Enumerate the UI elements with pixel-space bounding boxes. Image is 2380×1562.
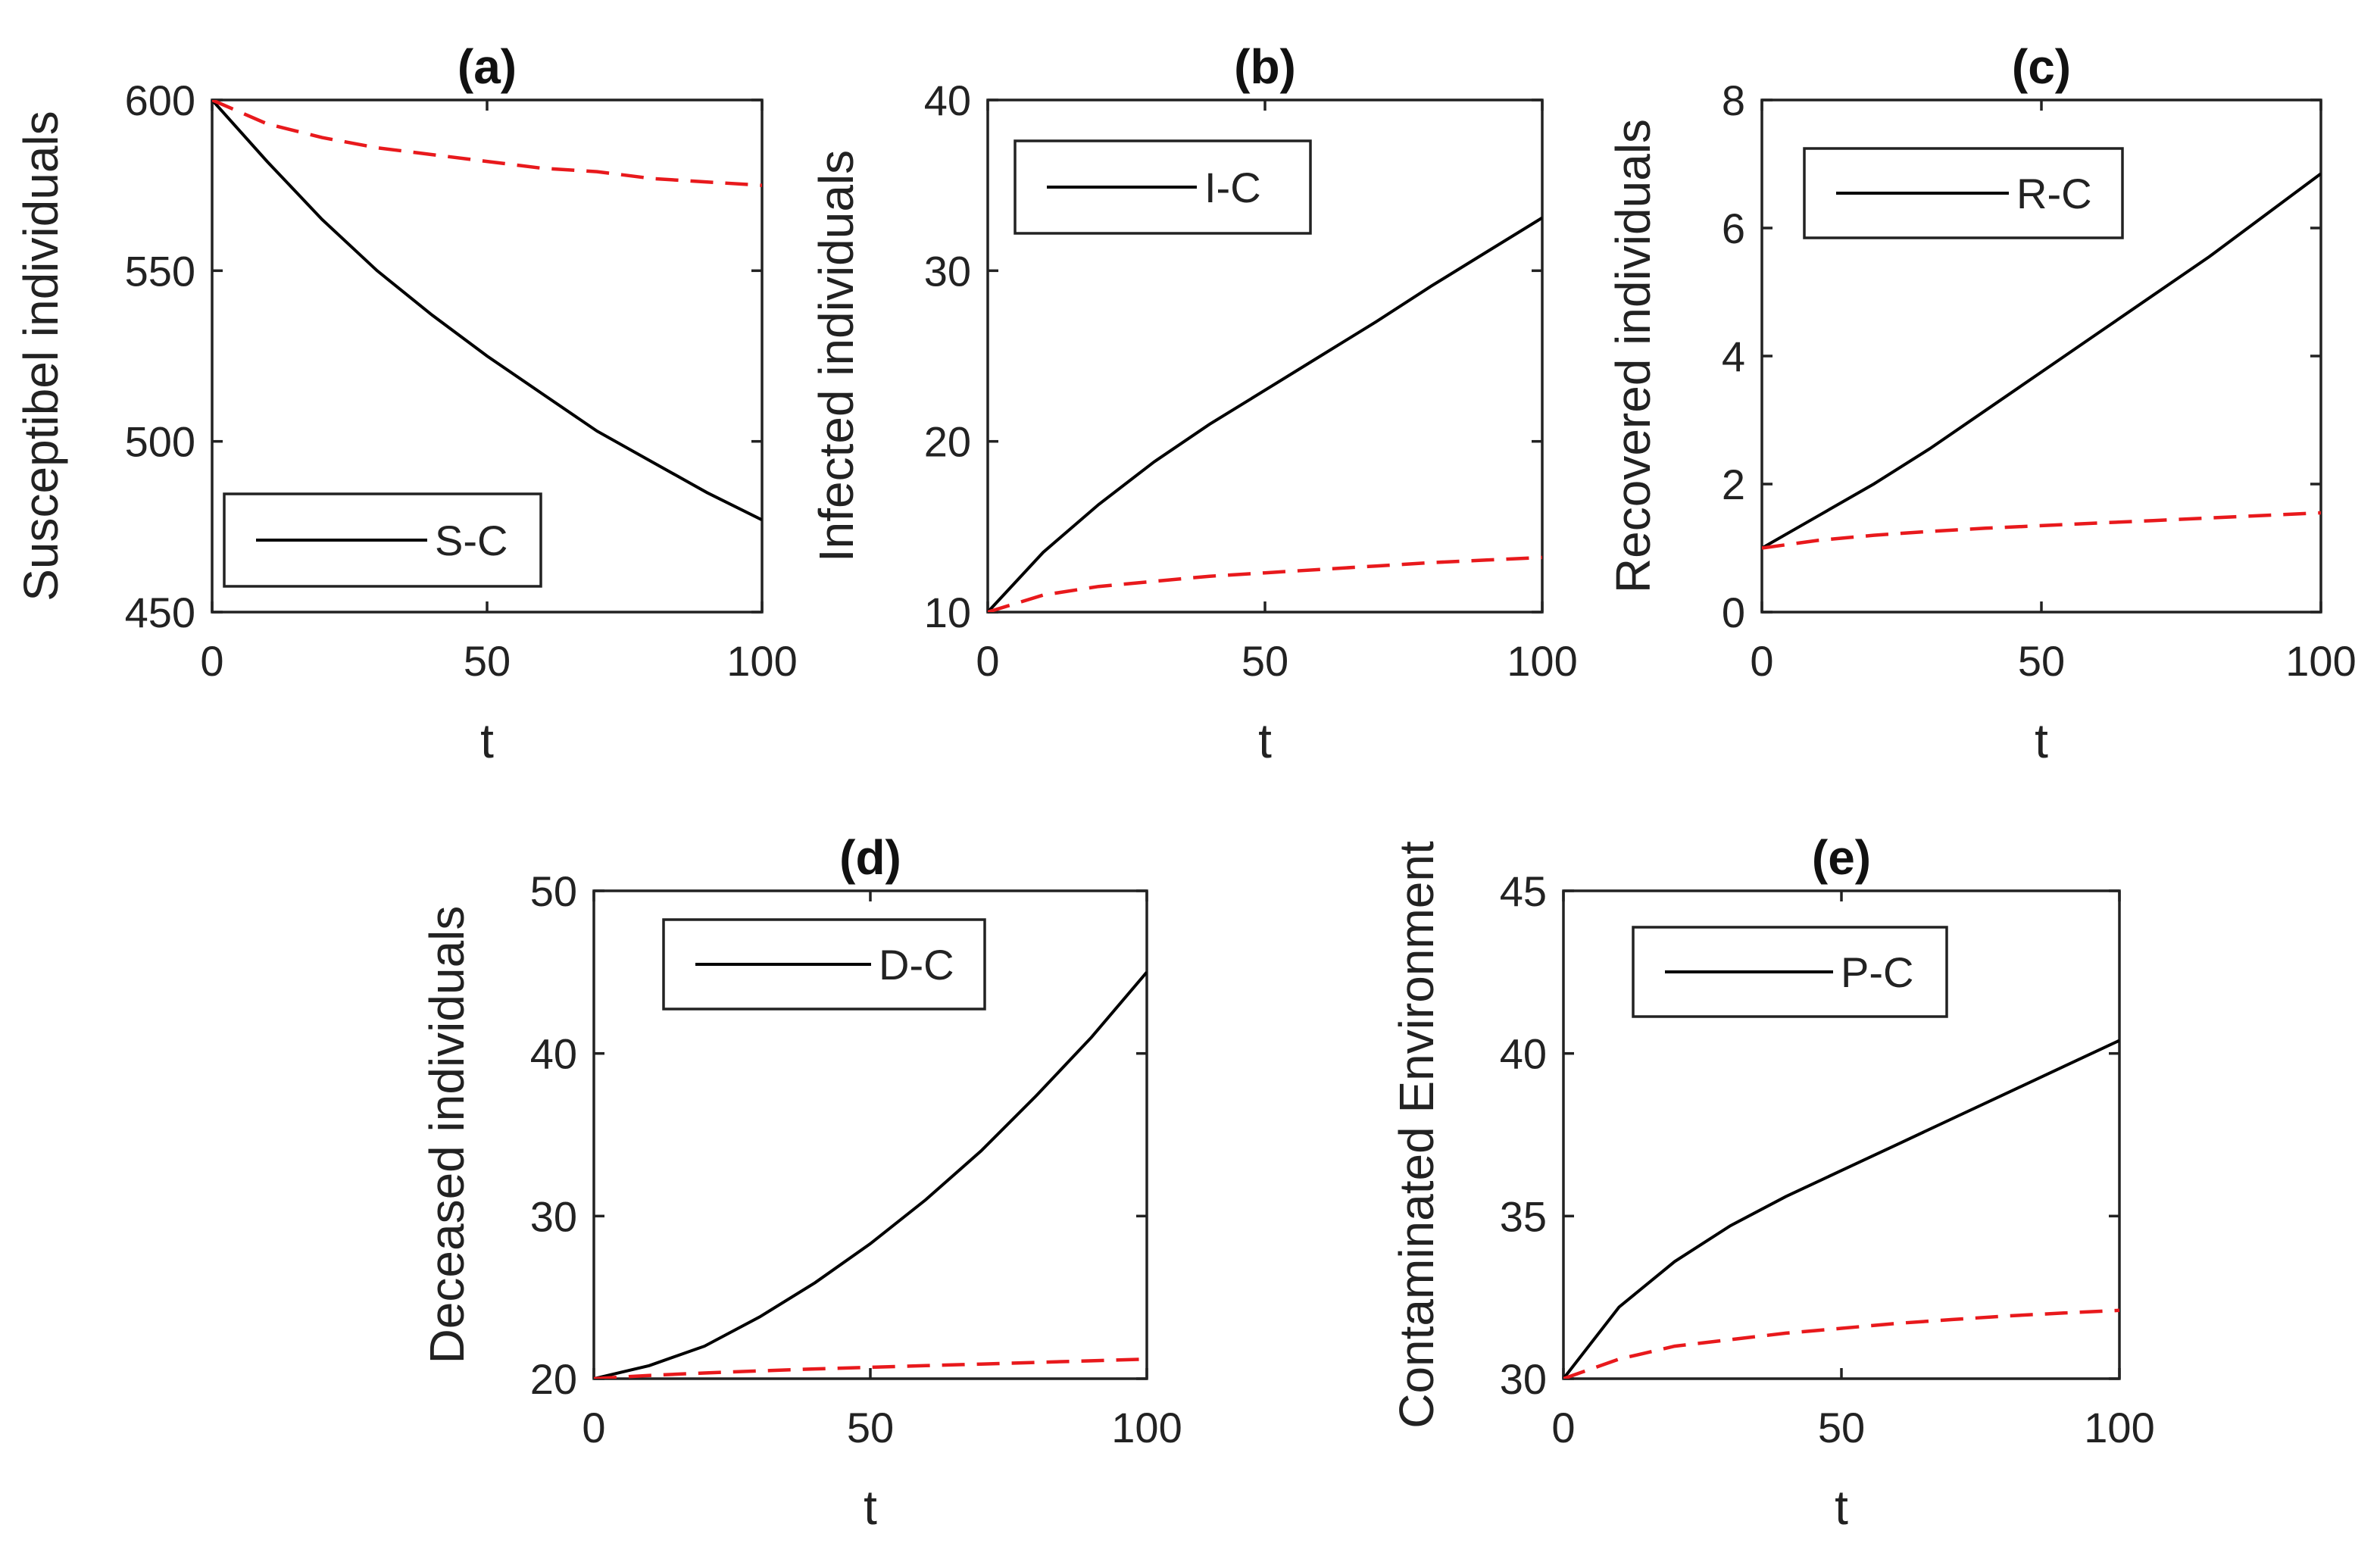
legend: S-C bbox=[223, 492, 542, 588]
x-tick-label: 50 bbox=[464, 637, 511, 685]
y-tick-label: 40 bbox=[530, 1030, 577, 1078]
x-tick-label: 50 bbox=[847, 1404, 894, 1451]
y-tick-label: 40 bbox=[924, 77, 971, 124]
y-tick-label: 2 bbox=[1722, 461, 1745, 508]
chart-a: 0 50 100 450 500 550 600 (a) t Susceptibel indivi… bbox=[14, 39, 798, 768]
x-tick-label: 50 bbox=[1242, 637, 1288, 685]
series-line-solid bbox=[988, 216, 1542, 612]
legend: D-C bbox=[662, 918, 986, 1011]
y-tick-label: 35 bbox=[1500, 1192, 1547, 1240]
y-tick-label: 30 bbox=[1500, 1355, 1547, 1403]
x-tick-label: 100 bbox=[2084, 1404, 2154, 1451]
series-line-dashed bbox=[212, 100, 762, 187]
y-tick-label: 600 bbox=[125, 77, 195, 124]
x-tick-label: 100 bbox=[726, 637, 797, 685]
series-line-dashed bbox=[1563, 1308, 2119, 1379]
legend-label: S-C bbox=[435, 517, 508, 564]
x-tick-label: 50 bbox=[1818, 1404, 1865, 1451]
y-tick-label: 20 bbox=[530, 1355, 577, 1403]
chart-e: 0 50 100 30 35 40 45 (e) t Contaminated Environme… bbox=[1389, 830, 2155, 1535]
series-line-solid bbox=[212, 100, 762, 522]
series-line-dashed bbox=[1762, 511, 2321, 550]
x-axis-label: t bbox=[1258, 714, 1272, 768]
y-tick-label: 45 bbox=[1500, 867, 1547, 915]
chart-title: (d) bbox=[839, 830, 901, 885]
x-axis-label: t bbox=[1835, 1480, 1848, 1535]
y-tick-label: 4 bbox=[1722, 333, 1745, 380]
y-axis-label: Deceased individuals bbox=[420, 906, 474, 1364]
y-axis-label: Susceptibel individuals bbox=[14, 111, 68, 601]
y-tick-label: 550 bbox=[125, 247, 195, 295]
series-line-solid bbox=[594, 971, 1147, 1379]
y-tick-label: 6 bbox=[1722, 205, 1745, 252]
series-line-dashed bbox=[988, 555, 1542, 612]
x-tick-label: 0 bbox=[1551, 1404, 1575, 1451]
chart-title: (c) bbox=[2012, 39, 2071, 94]
y-tick-label: 450 bbox=[125, 589, 195, 636]
y-tick-label: 40 bbox=[1500, 1030, 1547, 1078]
chart-b: 0 50 100 10 20 30 40 (b) t Infected individuals I-… bbox=[809, 39, 1578, 768]
legend-label: R-C bbox=[2016, 170, 2092, 217]
y-axis-label: Recovered individuals bbox=[1606, 119, 1660, 593]
y-tick-label: 10 bbox=[924, 589, 971, 636]
series-line-solid bbox=[1762, 172, 2321, 550]
legend: I-C bbox=[1014, 139, 1312, 235]
y-tick-label: 8 bbox=[1722, 77, 1745, 124]
x-axis-label: t bbox=[2035, 714, 2048, 768]
x-tick-label: 100 bbox=[2285, 637, 2356, 685]
chart-title: (e) bbox=[1812, 830, 1871, 885]
x-tick-label: 100 bbox=[1507, 637, 1577, 685]
y-tick-label: 500 bbox=[125, 418, 195, 466]
y-tick-label: 30 bbox=[924, 247, 971, 295]
y-tick-label: 30 bbox=[530, 1192, 577, 1240]
legend-label: D-C bbox=[879, 941, 954, 989]
x-tick-label: 50 bbox=[2018, 637, 2065, 685]
chart-title: (a) bbox=[458, 39, 517, 94]
y-tick-label: 0 bbox=[1722, 589, 1745, 636]
x-axis-label: t bbox=[480, 714, 494, 768]
chart-c: 0 50 100 0 2 4 6 8 (c) t Recovered individuals R-C bbox=[1606, 39, 2357, 768]
legend: P-C bbox=[1632, 926, 1948, 1018]
series-line-solid bbox=[1563, 1039, 2119, 1379]
y-axis-label: Contaminated Environment bbox=[1389, 841, 1444, 1429]
chart-title: (b) bbox=[1234, 39, 1296, 94]
chart-d: 0 50 100 20 30 40 50 (d) t Deceased individuals D-… bbox=[420, 830, 1182, 1535]
y-axis-label: Infected individuals bbox=[809, 150, 864, 562]
x-tick-label: 0 bbox=[582, 1404, 605, 1451]
legend: R-C bbox=[1803, 147, 2124, 239]
x-tick-label: 0 bbox=[976, 637, 999, 685]
x-tick-label: 0 bbox=[1750, 637, 1773, 685]
series-line-dashed bbox=[594, 1357, 1147, 1379]
y-tick-label: 20 bbox=[924, 418, 971, 466]
y-tick-label: 50 bbox=[530, 867, 577, 915]
x-tick-label: 100 bbox=[1111, 1404, 1182, 1451]
legend-label: P-C bbox=[1841, 948, 1913, 996]
x-axis-label: t bbox=[864, 1480, 877, 1535]
legend-label: I-C bbox=[1204, 164, 1261, 211]
x-tick-label: 0 bbox=[200, 637, 223, 685]
